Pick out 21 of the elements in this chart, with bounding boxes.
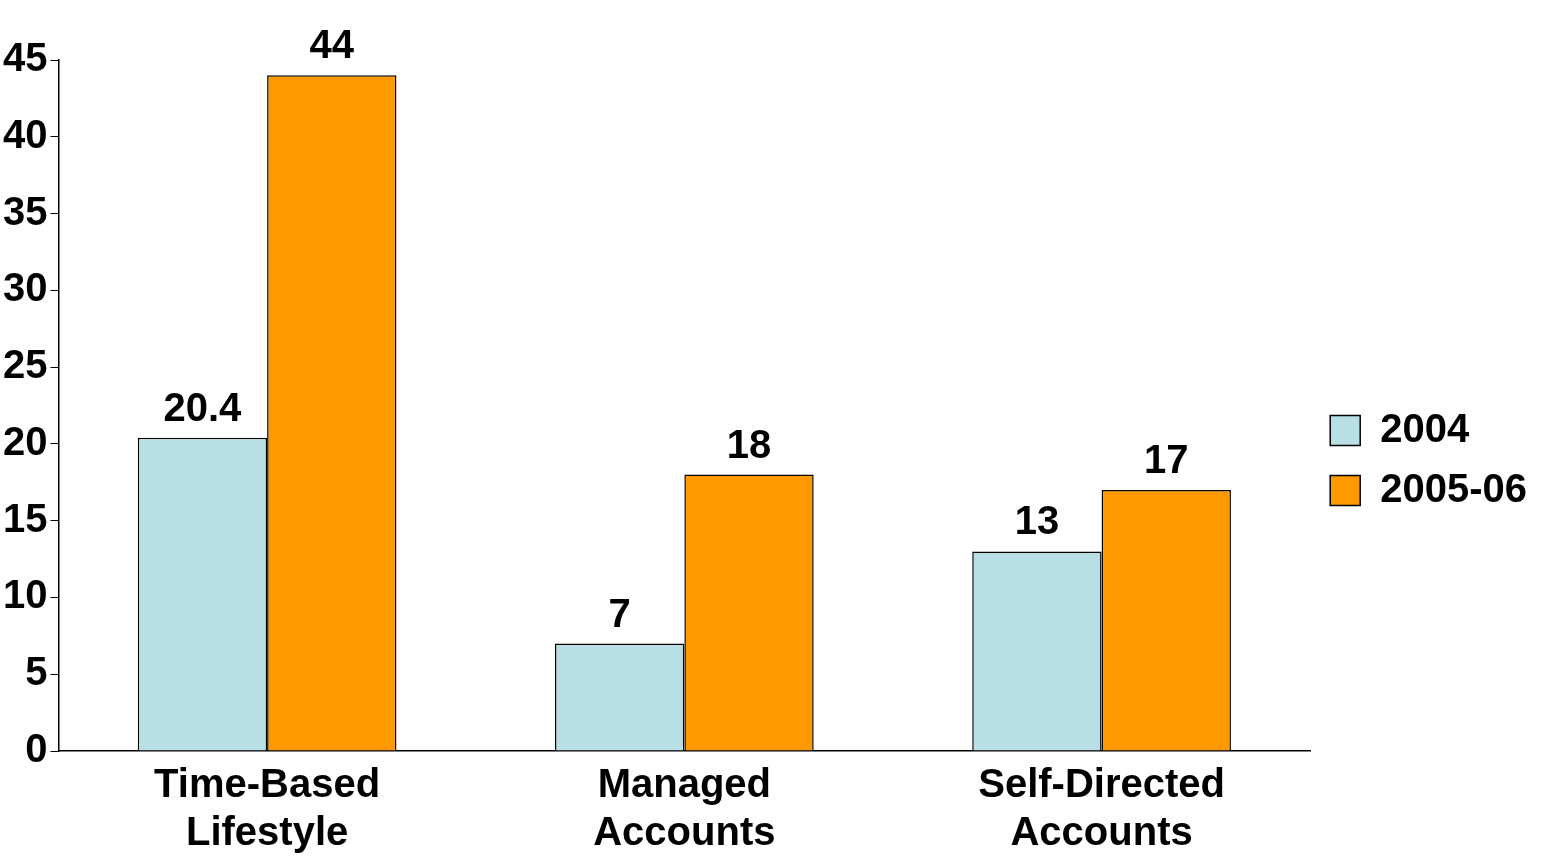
- y-tick-label: 5: [25, 649, 48, 694]
- data-label: 13: [1014, 498, 1060, 543]
- y-tick-label: 15: [2, 495, 48, 540]
- data-label: 18: [726, 421, 772, 466]
- x-tick-label: Time-Based Lifestyle: [154, 761, 381, 854]
- legend-label: 2004: [1380, 405, 1470, 450]
- y-tick-label: 0: [25, 726, 48, 771]
- y-tick-label: 40: [2, 111, 48, 156]
- y-tick-label: 30: [2, 265, 48, 310]
- legend-label: 2005-06: [1380, 465, 1527, 510]
- y-tick-label: 20: [2, 418, 48, 463]
- data-label: 44: [309, 22, 355, 67]
- data-label: 7: [608, 590, 631, 635]
- x-tick-label: Managed Accounts: [593, 761, 776, 854]
- y-tick-label: 25: [2, 342, 48, 387]
- data-label: 17: [1144, 436, 1189, 481]
- y-tick-label: 45: [2, 35, 48, 80]
- x-tick-label: Self-Directed Accounts: [978, 761, 1225, 854]
- data-label: 20.4: [163, 384, 243, 429]
- y-tick-label: 35: [2, 188, 48, 233]
- y-tick-label: 10: [2, 572, 48, 617]
